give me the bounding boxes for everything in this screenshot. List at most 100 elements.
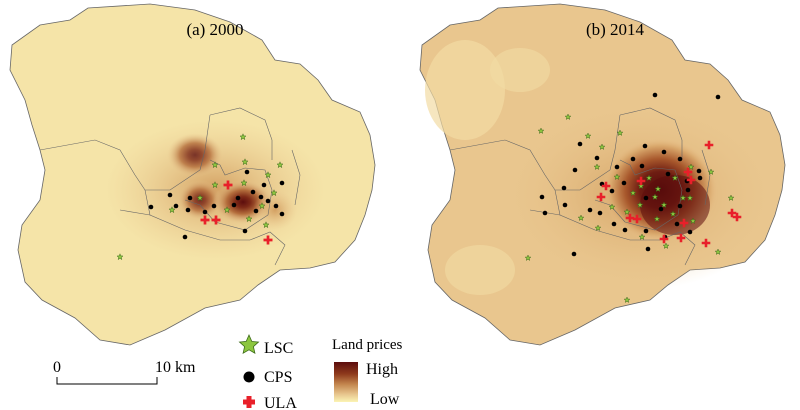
land-price-low-label: Low [370,391,400,408]
lsc-marker [651,193,659,200]
district-boundaries-2000 [39,107,301,266]
lsc-marker [593,163,601,170]
lsc-marker [577,214,585,221]
district-boundaries-2014 [449,107,711,266]
ula-marker [263,235,273,245]
lsc-marker [629,189,637,196]
lsc-marker [211,181,219,189]
ula-marker [200,215,210,225]
ula-marker [679,218,689,228]
lsc-marker [727,194,735,201]
scale-bar-start-label: 0 [53,359,61,376]
lsc-marker [537,127,545,134]
cps-marker [235,195,241,201]
panel-title-2000: (a) 2000 [186,20,243,39]
lsc-marker [239,133,247,141]
map-panel-2000: (a) 2000 [9,3,376,346]
lsc-marker [653,215,661,222]
cps-marker [561,185,567,191]
cps-marker [621,180,627,186]
lsc-marker [168,206,176,214]
lsc-marker [671,174,679,181]
cps-marker [562,202,568,208]
cps-marker [677,156,683,162]
cps-marker [148,204,154,210]
star-icon [238,334,260,355]
cps-marker [609,188,615,194]
lsc-marker [623,296,631,303]
price-zone-low-2014 [425,40,505,140]
lsc-marker [613,173,621,180]
cps-marker [639,163,645,169]
cps-marker [202,209,208,215]
ula-marker [632,214,642,224]
lsc-marker [707,168,715,175]
cps-marker [658,206,664,212]
cps-marker [696,168,702,174]
ula-marker [211,215,221,225]
cps-marker [273,203,279,209]
cps-marker [665,171,671,177]
cps-marker [661,149,667,155]
cps-marker [630,156,636,162]
ula-marker [704,140,714,150]
cps-marker [594,155,600,161]
lsc-marker [258,202,266,210]
ula-marker [683,167,693,177]
lsc-marker [638,233,646,240]
cps-marker [253,208,259,214]
scale-bar [56,377,158,385]
lsc-marker [689,217,697,224]
land-price-legend-title: Land prices [332,337,403,353]
ula-marker [596,192,606,202]
cps-marker [265,198,271,204]
lsc-marker [645,174,653,181]
panel-title-2014: (b) 2014 [586,20,645,39]
cps-marker [674,221,680,227]
cps-marker [244,169,250,175]
dot-icon [243,371,255,383]
cps-marker [250,189,256,195]
cps-marker [685,187,691,193]
ula-marker [732,212,742,222]
cps-marker [542,210,548,216]
scale-bar-end-label: 10 km [155,359,196,376]
cps-marker [571,251,577,257]
ula-marker [659,234,669,244]
lsc-marker [116,253,124,261]
cps-marker [642,143,648,149]
cps-marker [645,246,651,252]
lsc-marker [669,210,677,217]
lsc-marker [240,179,248,187]
cps-marker [211,203,217,209]
price-zone-core2-2014 [640,175,710,235]
ula-marker [686,175,696,185]
ula-marker [701,238,711,248]
lsc-marker [686,194,694,201]
lsc-marker [594,224,602,231]
price-zone-low2-2014 [490,48,550,92]
cps-marker [279,180,285,186]
lsc-marker [616,129,624,136]
lsc-marker [660,201,668,208]
lsc-marker [654,185,662,192]
cps-marker [622,227,628,233]
map-panel-2014: (b) 2014 [419,3,786,346]
price-zone-north-2000 [167,133,223,177]
lsc-marker [524,254,532,261]
lsc-marker [223,206,231,214]
ula-marker [636,176,646,186]
point-markers-2014 [524,92,742,303]
lsc-marker [608,203,616,210]
cps-marker [614,164,620,170]
lsc-marker [264,171,272,179]
cps-marker [261,182,267,188]
lsc-marker [262,221,270,229]
cps-marker [587,207,593,213]
lsc-marker [196,194,204,202]
cps-marker [279,211,285,217]
cps-marker [258,194,264,200]
legend-label-lsc: LSC [264,340,293,357]
land-price-legend: Land prices High Low [332,337,403,408]
